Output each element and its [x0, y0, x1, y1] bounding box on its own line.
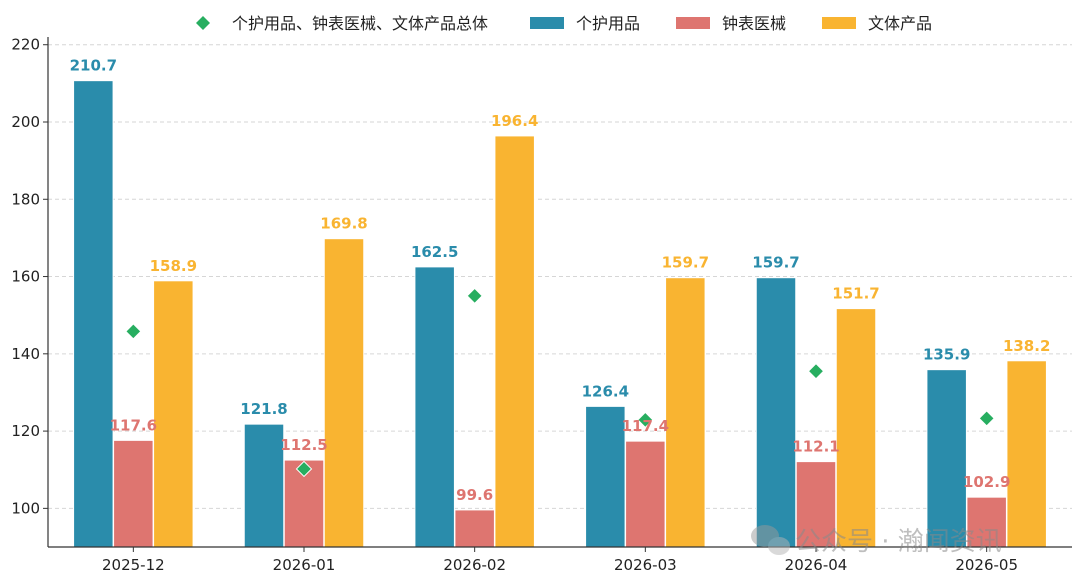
y-tick-label: 200 [11, 113, 40, 131]
bar [243, 423, 285, 548]
value-label: 99.6 [456, 486, 493, 504]
bar [926, 369, 967, 548]
total-marker [125, 323, 142, 340]
bar [1006, 360, 1047, 548]
legend-swatch [196, 16, 210, 30]
value-label: 210.7 [70, 57, 117, 75]
value-label: 159.7 [752, 254, 799, 272]
x-tick-label: 2026-01 [273, 556, 336, 574]
legend-swatch [530, 17, 564, 29]
total-marker [466, 287, 483, 305]
y-tick-label: 120 [11, 422, 40, 440]
value-label: 196.4 [491, 112, 538, 130]
value-label: 158.9 [150, 257, 197, 275]
bar [755, 277, 797, 548]
x-tick-label: 2026-04 [785, 556, 848, 574]
y-tick-label: 100 [11, 499, 40, 517]
bar [665, 277, 706, 548]
value-label: 151.7 [832, 285, 879, 303]
legend-swatch [676, 17, 710, 29]
bar [73, 80, 114, 548]
bar [585, 405, 626, 548]
y-tick-label: 160 [11, 268, 40, 286]
value-label: 169.8 [320, 215, 367, 233]
bar [414, 266, 455, 548]
value-label: 126.4 [582, 382, 629, 400]
legend-swatch [822, 17, 856, 29]
total-markers [125, 287, 995, 478]
value-label: 112.1 [792, 438, 839, 456]
gridlines [48, 44, 1072, 509]
value-label: 117.4 [622, 417, 669, 435]
total-marker [807, 362, 825, 380]
value-label: 117.6 [110, 416, 157, 434]
legend-label: 文体产品 [868, 14, 932, 33]
watermark-text: 公众号 · 瀚闻资讯 [795, 527, 1002, 557]
bars [73, 80, 1047, 548]
value-label: 102.9 [963, 473, 1010, 491]
value-label: 159.7 [662, 254, 709, 272]
y-tick-label: 220 [11, 36, 40, 54]
total-marker [978, 410, 995, 427]
watermark: 公众号 · 瀚闻资讯 [751, 525, 1002, 557]
bar [494, 135, 535, 548]
legend-label: 钟表医械 [722, 14, 786, 33]
y-tick-label: 180 [11, 190, 40, 208]
bar [835, 308, 877, 548]
axes: 100 120 140 160 180 200 220 2025-12 2026-01 2026-… [11, 36, 1072, 574]
legend-label: 个护用品 [576, 14, 640, 33]
y-tick-label: 140 [11, 345, 40, 363]
value-label: 112.5 [280, 436, 327, 454]
bar [153, 280, 194, 548]
bar [113, 439, 154, 548]
bar [323, 238, 365, 548]
x-tick-label: 2026-05 [955, 556, 1018, 574]
bar [454, 509, 495, 548]
x-tick-label: 2026-02 [443, 556, 506, 574]
total-marker [295, 460, 313, 478]
value-label: 135.9 [923, 346, 970, 364]
value-labels: 210.7 117.6 158.9 121.8 112.5 169.8 162.5 99.6 1… [70, 57, 1051, 504]
legend: 个护用品、钟表医械、文体产品总体 个护用品 钟表医械 文体产品 [196, 14, 932, 33]
x-tick-label: 2026-03 [614, 556, 677, 574]
value-label: 162.5 [411, 243, 458, 261]
legend-label: 个护用品、钟表医械、文体产品总体 [232, 14, 488, 33]
wechat-icon [751, 525, 790, 555]
value-label: 121.8 [240, 400, 287, 418]
bar [625, 440, 666, 548]
x-tick-label: 2025-12 [102, 556, 165, 574]
value-label: 138.2 [1003, 337, 1050, 355]
total-marker [637, 411, 654, 429]
